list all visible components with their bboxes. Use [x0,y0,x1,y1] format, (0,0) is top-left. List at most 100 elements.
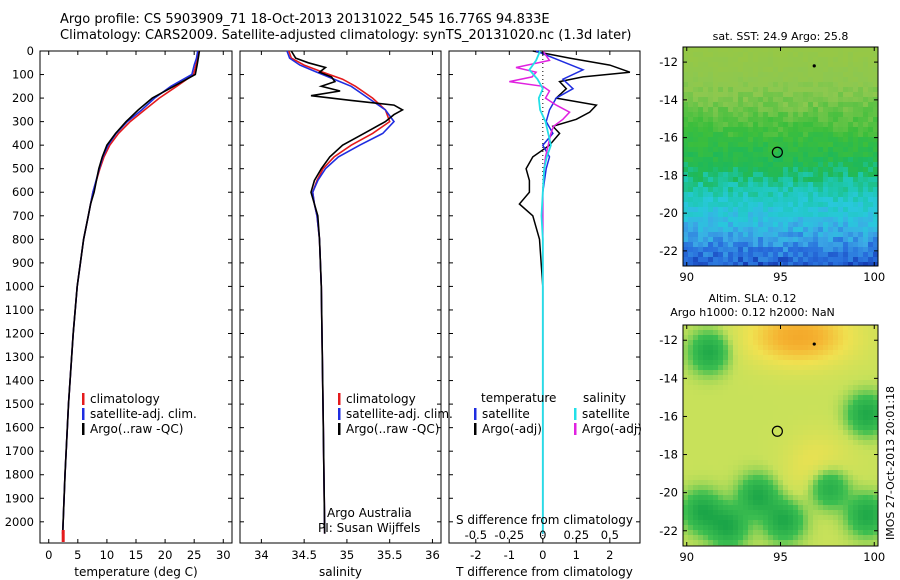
sst-map-cell [868,177,874,183]
sst-map-cell [753,192,759,198]
sla-map-cell [763,440,769,446]
sst-map-cell [753,122,759,128]
sst-map-cell [858,97,864,103]
sst-map-cell [783,262,789,267]
sst-map-cell [858,247,864,253]
sst-map-cell [833,167,839,173]
sst-map-cell [803,102,809,108]
sst-map-cell [808,97,814,103]
sst-map-cell [808,92,814,98]
sst-map-cell [763,47,769,53]
sst-map-cell [853,252,859,258]
sla-map-cell [693,470,699,476]
sst-map-cell [768,137,774,143]
sla-map-cell [838,535,844,541]
sla-map-cell [793,370,799,376]
difference-panel-frame [448,50,641,544]
sst-map-cell [698,142,704,148]
sla-map-cell [783,350,789,356]
sla-map-cell [773,500,779,506]
sla-map-cell [713,440,719,446]
sla-map-cell [708,515,714,521]
sst-map-cell [823,62,829,68]
sla-map-cell [838,370,844,376]
sst-map-cell [693,122,699,128]
sla-map-cell [743,370,749,376]
sst-map-cell [833,147,839,153]
sst-map-cell [788,157,794,163]
sst-map-cell [843,182,849,188]
sst-map-cell [863,117,869,123]
sla-map-cell [753,345,759,351]
sla-map-cell [753,360,759,366]
sst-map-cell [843,67,849,73]
sla-map-cell [818,450,824,456]
sla-map-cell [708,530,714,536]
sla-map-cell [858,430,864,436]
sst-map-cell [858,62,864,68]
sst-map-cell [803,132,809,138]
sla-map-cell [733,385,739,391]
sla-map-cell [833,355,839,361]
sla-map-cell [703,465,709,471]
sst-map-cell [858,147,864,153]
sla-map-cell [753,485,759,491]
sst-map-cell [823,172,829,178]
sst-map-cell [723,222,729,228]
sst-map-cell [778,227,784,233]
sla-map-cell [693,345,699,351]
sst-map-cell [803,247,809,253]
sst-map-cell [813,97,819,103]
sla-map-cell [763,510,769,516]
sla-map-cell [873,405,879,411]
sla-map-cell [723,440,729,446]
sst-map-cell [773,247,779,253]
sla-map-cell [758,360,764,366]
sst-map-cell [718,227,724,233]
sla-map-cell [823,365,829,371]
sst-map-cell [743,47,749,53]
sla-map-cell [753,525,759,531]
sla-map-cell [703,410,709,416]
sla-map-cell [803,490,809,496]
sla-map-cell [758,510,764,516]
sst-map-cell [873,252,879,258]
sla-map-title: Altim. SLA: 0.12 [708,292,796,305]
sla-map-cell [693,435,699,441]
sla-map-cell [733,410,739,416]
sla-map-cell [843,350,849,356]
sla-map-cell [808,475,814,481]
sla-map-cell [828,445,834,451]
sst-map-argo-marker [771,146,783,158]
salinity-legend-entry: Argo(..raw -QC) [346,422,439,436]
sla-map-cell [833,455,839,461]
sla-map-cell [718,470,724,476]
sla-map-cell [873,375,879,381]
sst-map-cell [873,92,879,98]
sst-map-cell [858,67,864,73]
sla-map-cell [718,330,724,336]
sla-map-cell [783,420,789,426]
sla-map-cell [753,355,759,361]
sst-map-cell [873,157,879,163]
sla-map-cell [873,470,879,476]
sla-map-cell [768,375,774,381]
sla-map-cell [823,440,829,446]
sst-map-cell [768,242,774,248]
sst-map-cell [713,212,719,218]
sst-map-cell [863,147,869,153]
sla-map-cell [858,490,864,496]
sst-map-cell [783,237,789,243]
sst-map-cell [873,177,879,183]
salinity-annotation: Argo Australia [327,506,412,520]
sla-map-cell [763,425,769,431]
sst-map-cell [838,177,844,183]
sst-map-cell [748,207,754,213]
sla-map-cell [863,540,869,546]
sst-map-cell [708,62,714,68]
sst-map-cell [873,197,879,203]
difference-legend-s-swatch [574,423,577,435]
sst-map-cell [758,117,764,123]
sst-map-cell [698,102,704,108]
sst-map-cell [783,127,789,133]
